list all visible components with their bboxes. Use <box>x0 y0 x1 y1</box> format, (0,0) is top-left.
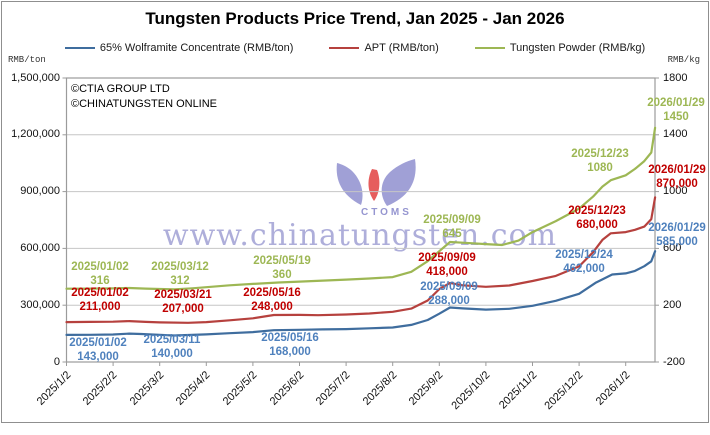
left-axis-tick-label: 600,000 <box>20 241 60 254</box>
data-annotation: 2025/09/09 288,000 <box>397 281 501 308</box>
annotation-date: 2025/05/16 <box>243 287 301 299</box>
annotation-value: 316 <box>90 274 110 287</box>
data-annotation: 2026/01/29 1450 <box>624 97 710 124</box>
annotation-value: 143,000 <box>77 350 119 363</box>
annotation-date: 2025/03/12 <box>151 261 209 273</box>
annotation-date: 2026/01/29 <box>647 97 705 109</box>
legend-item-tungsten-powder: Tungsten Powder (RMB/kg) <box>474 42 646 54</box>
data-annotation: 2025/12/23 1080 <box>548 148 652 175</box>
annotation-value: 288,000 <box>428 294 470 307</box>
data-annotation: 2026/01/29 870,000 <box>625 164 710 191</box>
wolframite-line-swatch-icon <box>64 47 95 49</box>
data-annotation: 2025/03/12 312 <box>128 261 232 288</box>
annotation-value: 418,000 <box>426 265 468 278</box>
annotation-date: 2026/01/29 <box>648 164 706 176</box>
annotation-date: 2025/01/02 <box>71 261 129 273</box>
data-annotation: 2026/01/29 585,000 <box>625 222 710 249</box>
right-axis-tick-label: 600 <box>663 241 682 254</box>
apt-line-swatch-icon <box>329 47 360 49</box>
annotation-date: 2025/01/02 <box>69 337 127 349</box>
left-axis-tick-label: 1,200,000 <box>11 128 60 141</box>
annotation-value: 870,000 <box>656 177 698 190</box>
chart-screenshot: { "header": { "title": "Tungsten Product… <box>0 1 710 423</box>
annotation-date: 2025/09/09 <box>423 214 481 226</box>
annotation-value: 207,000 <box>162 302 204 315</box>
annotation-value: 360 <box>272 268 292 281</box>
right-axis-tick-label: 1800 <box>663 71 688 84</box>
legend-item-wolframite: 65% Wolframite Concentrate (RMB/ton) <box>64 42 294 54</box>
price-trend-plot <box>62 77 659 366</box>
annotation-date: 2025/12/24 <box>555 249 613 261</box>
watermark-url: www.chinatungsten.com <box>162 218 558 253</box>
data-annotation: 2025/01/02 316 <box>48 261 152 288</box>
series-line <box>65 196 657 324</box>
annotation-date: 2025/05/19 <box>253 255 311 267</box>
annotation-value: 140,000 <box>151 347 193 360</box>
data-annotation: 2025/09/09 645 <box>400 214 504 241</box>
logo-text: CTOMS <box>361 207 412 217</box>
data-annotation: 2025/03/11 140,000 <box>120 334 224 361</box>
right-axis-tick-label: 200 <box>663 298 682 311</box>
legend-label-wolframite: 65% Wolframite Concentrate (RMB/ton) <box>99 42 294 54</box>
legend-item-apt: APT (RMB/ton) <box>329 42 439 54</box>
left-axis-tick-label: 300,000 <box>20 298 60 311</box>
annotation-date: 2025/03/21 <box>154 289 212 301</box>
annotation-value: 1450 <box>663 110 689 123</box>
data-annotation: 2025/05/16 248,000 <box>220 287 324 314</box>
annotation-date: 2025/09/09 <box>420 281 478 293</box>
annotation-date: 2025/12/23 <box>568 205 626 217</box>
right-axis-tick-label: -200 <box>663 355 686 368</box>
data-annotation: 2025/01/02 143,000 <box>46 337 150 364</box>
logo-left-petal <box>336 163 363 205</box>
data-annotation: 2025/12/24 462,000 <box>532 249 636 276</box>
annotation-date: 2025/03/11 <box>143 334 201 346</box>
annotation-value: 1080 <box>587 161 613 174</box>
annotation-date: 2025/09/09 <box>418 252 476 264</box>
right-axis-tick-label: 1400 <box>663 128 688 141</box>
chart-title: Tungsten Products Price Trend, Jan 2025 … <box>145 9 565 28</box>
data-annotation: 2025/05/16 168,000 <box>238 332 342 359</box>
annotation-value: 645 <box>442 227 462 240</box>
series-line <box>65 250 657 337</box>
logo-red-petal <box>368 169 380 201</box>
tungsten-powder-line-swatch-icon <box>474 47 505 49</box>
annotation-value: 680,000 <box>576 218 618 231</box>
left-axis-tick-label: 900,000 <box>20 185 60 198</box>
annotation-date: 2025/05/16 <box>261 332 319 344</box>
copyright-notice: ©CTIA GROUP LTD ©CHINATUNGSTEN ONLINE <box>71 82 217 112</box>
annotation-value: 248,000 <box>251 300 293 313</box>
legend-label-apt: APT (RMB/ton) <box>364 42 439 54</box>
annotation-date: 2025/12/23 <box>571 148 629 160</box>
legend-label-tungsten-powder: Tungsten Powder (RMB/kg) <box>509 42 646 54</box>
annotation-date: 2026/01/29 <box>648 222 706 234</box>
left-axis-unit: RMB/ton <box>8 55 46 65</box>
data-annotation: 2025/09/09 418,000 <box>395 252 499 279</box>
chart-legend: 65% Wolframite Concentrate (RMB/ton) APT… <box>0 42 710 54</box>
annotation-date: 2025/01/02 <box>71 287 129 299</box>
annotation-value: 211,000 <box>79 300 121 313</box>
right-axis-unit: RMB/kg <box>667 55 700 65</box>
data-annotation: 2025/03/21 207,000 <box>131 289 235 316</box>
annotation-value: 585,000 <box>656 235 698 248</box>
data-annotation: 2025/05/19 360 <box>230 255 334 282</box>
copyright-line2: ©CHINATUNGSTEN ONLINE <box>71 98 218 110</box>
annotation-value: 168,000 <box>269 345 311 358</box>
data-annotation: 2025/12/23 680,000 <box>545 205 649 232</box>
series-line <box>65 126 657 291</box>
annotation-value: 462,000 <box>563 262 605 275</box>
right-axis-tick-label: 1000 <box>663 185 688 198</box>
left-axis-tick-label: 0 <box>53 355 60 368</box>
left-axis-tick-label: 1,500,000 <box>11 71 60 84</box>
logo-right-petal <box>381 159 416 206</box>
annotation-value: 312 <box>170 274 190 287</box>
data-annotation: 2025/01/02 211,000 <box>48 287 152 314</box>
ctoms-logo: CTOMS <box>336 159 416 217</box>
copyright-line1: ©CTIA GROUP LTD <box>71 83 170 95</box>
